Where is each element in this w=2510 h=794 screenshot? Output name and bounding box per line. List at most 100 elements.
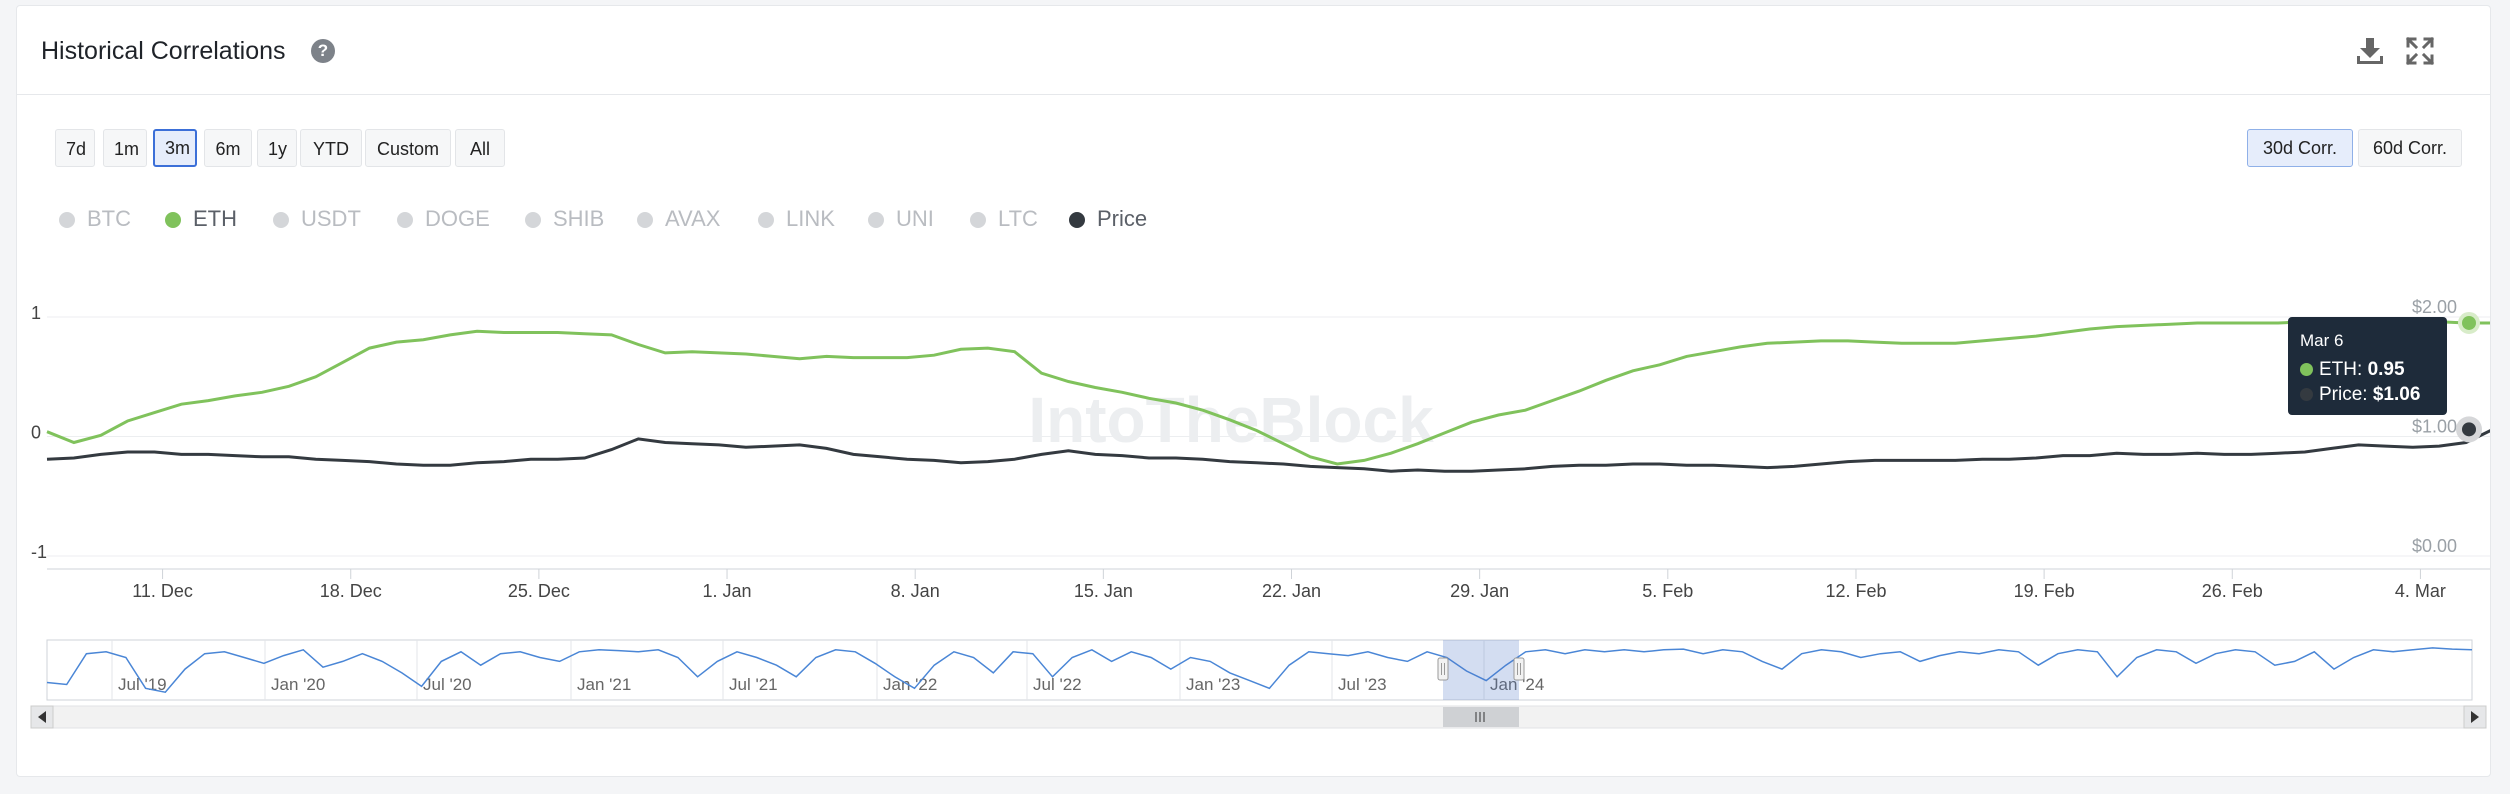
navigator-tick-label: Jan '23	[1186, 675, 1240, 694]
range-button-3m[interactable]: 3m	[153, 129, 197, 167]
navigator-tick-label: Jul '22	[1033, 675, 1082, 694]
navigator-tick-label: Jan '22	[883, 675, 937, 694]
page-title: Historical Correlations	[41, 37, 286, 65]
x-tick-label: 5. Feb	[1642, 581, 1693, 601]
x-tick-label: 22. Jan	[1262, 581, 1321, 601]
chevron-left-icon	[38, 711, 46, 723]
legend-label: Price	[1097, 206, 1148, 231]
navigator-line	[46, 647, 2473, 694]
range-button-1m[interactable]: 1m	[103, 129, 147, 167]
series-eth-line	[46, 320, 2490, 466]
legend-dot-icon	[637, 212, 653, 228]
legend-dot-icon	[397, 212, 413, 228]
eth-marker	[2462, 315, 2476, 330]
help-icon[interactable]: ?	[311, 39, 335, 63]
price-dot-icon	[2300, 388, 2313, 401]
tooltip-price-row: Price: $1.06	[2300, 382, 2435, 407]
legend-label: LINK	[786, 206, 835, 231]
navigator-tick-label: Jan '24	[1490, 675, 1544, 694]
legend-label: USDT	[301, 206, 361, 231]
legend-item-link[interactable]: LINK	[758, 204, 835, 234]
navigator-selection[interactable]	[1443, 640, 1519, 700]
legend-item-usdt[interactable]: USDT	[273, 204, 361, 234]
legend-dot-icon	[758, 212, 774, 228]
legend-item-price[interactable]: Price	[1069, 204, 1147, 234]
navigator-scrollbar-thumb[interactable]	[1443, 707, 1519, 727]
corr-button-30d[interactable]: 30d Corr.	[2247, 129, 2353, 167]
navigator: Jul '19 Jan '20 Jul '20 Jan '21 Jul '21 Jan '…	[30, 639, 2487, 729]
download-icon[interactable]	[2353, 34, 2387, 68]
chart-axes: 1 0 -1 $2.00 $1.00 $0.00 11. Dec 18. Dec 25. Dec…	[31, 297, 2457, 601]
legend-label: ETH	[193, 206, 237, 231]
y-right-tick-label: $0.00	[2412, 536, 2457, 556]
navigator-scrollbar-track[interactable]	[30, 705, 2487, 729]
x-tick-label: 26. Feb	[2202, 581, 2263, 601]
corr-button-60d[interactable]: 60d Corr.	[2358, 129, 2462, 167]
x-tick-label: 4. Mar	[2395, 581, 2446, 601]
x-tick-label: 11. Dec	[132, 581, 193, 601]
navigator-left-handle[interactable]	[1437, 657, 1449, 681]
x-tick-label: 15. Jan	[1074, 581, 1133, 601]
x-tick-label: 25. Dec	[508, 581, 570, 601]
price-marker	[2462, 422, 2476, 437]
x-tick-label: 19. Feb	[2014, 581, 2075, 601]
tooltip-eth-value: 0.95	[2367, 359, 2405, 380]
legend-item-shib[interactable]: SHIB	[525, 204, 604, 234]
legend-dot-icon	[525, 212, 541, 228]
legend-label: BTC	[87, 206, 131, 231]
legend-label: LTC	[998, 206, 1038, 231]
range-button-ytd[interactable]: YTD	[300, 129, 362, 167]
x-tick-label: 18. Dec	[320, 581, 382, 601]
eth-dot-icon	[2300, 363, 2313, 376]
navigator-right-handle[interactable]	[1513, 657, 1525, 681]
y-left-tick-label: -1	[31, 542, 47, 562]
legend-label: DOGE	[425, 206, 490, 231]
legend-item-eth[interactable]: ETH	[165, 204, 237, 234]
legend-dot-icon	[1069, 212, 1085, 228]
x-tick-label: 12. Feb	[1825, 581, 1886, 601]
legend-item-btc[interactable]: BTC	[59, 204, 131, 234]
navigator-tick-label: Jan '20	[271, 675, 325, 694]
legend-dot-icon	[970, 212, 986, 228]
y-right-tick-label: $2.00	[2412, 297, 2457, 317]
tooltip: Mar 6 ETH: 0.95 Price: $1.06	[2288, 317, 2447, 415]
navigator-tick-label: Jul '21	[729, 675, 778, 694]
navigator-tick-label: Jul '23	[1338, 675, 1387, 694]
tooltip-price-label: Price:	[2319, 384, 2368, 405]
range-button-6m[interactable]: 6m	[204, 129, 252, 167]
y-left-tick-label: 0	[31, 423, 41, 443]
range-button-1y[interactable]: 1y	[257, 129, 297, 167]
legend-label: SHIB	[553, 206, 605, 231]
x-tick-label: 8. Jan	[891, 581, 940, 601]
y-left-tick-label: 1	[31, 303, 41, 323]
legend-dot-icon	[273, 212, 289, 228]
navigator-plot-area	[46, 639, 2473, 701]
tooltip-eth-row: ETH: 0.95	[2300, 357, 2435, 382]
historical-correlations-card: Historical Correlations ? 7d 1m 3m 6m 1y YTD C…	[16, 5, 2491, 777]
legend-dot-icon	[165, 212, 181, 228]
tooltip-date: Mar 6	[2300, 331, 2344, 350]
legend-item-doge[interactable]: DOGE	[397, 204, 490, 234]
navigator-tick-label: Jan '21	[577, 675, 631, 694]
range-button-7d[interactable]: 7d	[55, 129, 95, 167]
legend-item-uni[interactable]: UNI	[868, 204, 934, 234]
x-tick-label: 29. Jan	[1450, 581, 1509, 601]
range-button-all[interactable]: All	[455, 129, 505, 167]
legend-item-ltc[interactable]: LTC	[970, 204, 1038, 234]
legend-item-avax[interactable]: AVAX	[637, 204, 720, 234]
x-tick-label: 1. Jan	[703, 581, 752, 601]
series-price-line	[46, 429, 2490, 473]
legend-dot-icon	[868, 212, 884, 228]
legend-label: AVAX	[665, 206, 721, 231]
tooltip-price-value: $1.06	[2372, 384, 2421, 405]
card-header: Historical Correlations ?	[17, 6, 2490, 95]
y-right-tick-label: $1.00	[2412, 417, 2457, 437]
legend-label: UNI	[896, 206, 934, 231]
legend-dot-icon	[59, 212, 75, 228]
range-button-custom[interactable]: Custom	[365, 129, 451, 167]
navigator-tick-label: Jul '20	[423, 675, 472, 694]
chevron-right-icon	[2471, 711, 2479, 723]
tooltip-eth-label: ETH:	[2319, 359, 2363, 380]
fullscreen-icon[interactable]	[2403, 34, 2437, 68]
